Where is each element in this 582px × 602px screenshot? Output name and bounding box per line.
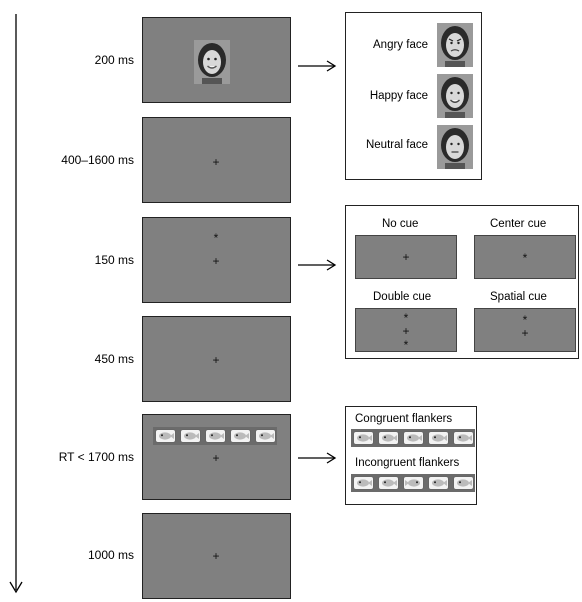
fish-icon: [353, 476, 374, 490]
screen-flankers: +: [142, 414, 291, 500]
face-label-neutral: Neutral face: [365, 139, 428, 151]
cue-spatial-cue-screen: * +: [474, 308, 576, 352]
duration-label-1: 200 ms: [94, 53, 134, 67]
time-arrow: [9, 14, 23, 594]
fixation-cross: +: [212, 549, 220, 563]
fixation-cross: +: [402, 250, 410, 264]
fish-icon: [230, 429, 251, 443]
angry-face-image: [437, 23, 473, 67]
fixation-cross: +: [212, 155, 220, 169]
screen-face: [142, 17, 291, 103]
fish-icon: [155, 429, 176, 443]
cue-asterisk: *: [522, 251, 528, 265]
cue-label-spatial-cue: Spatial cue: [490, 291, 547, 303]
screen-fixation-2: +: [142, 316, 291, 402]
flanker-label-congruent: Congruent flankers: [355, 413, 453, 425]
fish-icon: [453, 431, 474, 445]
fish-icon: [353, 431, 374, 445]
cue-double-cue-screen: * + *: [355, 308, 457, 352]
fish-icon: [180, 429, 201, 443]
fish-icon: [428, 476, 449, 490]
face-stimulus: [194, 40, 230, 84]
cue-asterisk-bottom: *: [403, 338, 409, 352]
fixation-cross: +: [402, 324, 410, 338]
flanker-label-incongruent: Incongruent flankers: [355, 457, 460, 469]
duration-label-5: RT < 1700 ms: [58, 450, 134, 464]
fish-icon: [428, 431, 449, 445]
face-type-panel: Angry face Happy face Neutral face: [345, 12, 482, 180]
cue-type-panel: No cue Center cue Double cue Spatial cue…: [345, 205, 579, 359]
arrow-to-face-panel: [298, 60, 337, 72]
fish-icon-reversed: [403, 476, 424, 490]
cue-label-double-cue: Double cue: [373, 291, 432, 303]
duration-label-2: 400–1600 ms: [61, 153, 134, 167]
fixation-cross: +: [212, 451, 220, 465]
fish-icon: [378, 476, 399, 490]
cue-asterisk: *: [213, 231, 219, 245]
arrow-to-flanker-panel: [298, 452, 337, 464]
flanker-type-panel: Congruent flankers Incongruent flankers: [345, 406, 477, 505]
neutral-face-image: [437, 125, 473, 169]
fish-icon: [403, 431, 424, 445]
fish-icon: [205, 429, 226, 443]
cue-asterisk: *: [522, 313, 528, 327]
fixation-cross: +: [212, 353, 220, 367]
arrow-to-cue-panel: [298, 259, 337, 271]
cue-asterisk-top: *: [403, 311, 409, 325]
duration-label-4: 450 ms: [94, 352, 134, 366]
congruent-flanker-strip: [351, 429, 475, 447]
flanker-strip: [153, 427, 277, 445]
fixation-cross: +: [212, 254, 220, 268]
face-label-angry: Angry face: [373, 39, 428, 51]
fish-icon: [453, 476, 474, 490]
cue-center-cue-screen: *: [474, 235, 576, 279]
screen-cue: * +: [142, 217, 291, 303]
screen-fixation-1: +: [142, 117, 291, 203]
happy-face-image: [437, 74, 473, 118]
screen-fixation-3: +: [142, 513, 291, 599]
incongruent-flanker-strip: [351, 474, 475, 492]
fish-icon: [378, 431, 399, 445]
cue-no-cue-screen: +: [355, 235, 457, 279]
fish-icon: [255, 429, 276, 443]
cue-label-no-cue: No cue: [382, 218, 419, 230]
face-label-happy: Happy face: [369, 90, 428, 102]
fixation-cross: +: [521, 326, 529, 340]
duration-label-3: 150 ms: [94, 253, 134, 267]
duration-label-6: 1000 ms: [87, 548, 134, 562]
cue-label-center-cue: Center cue: [490, 218, 547, 230]
